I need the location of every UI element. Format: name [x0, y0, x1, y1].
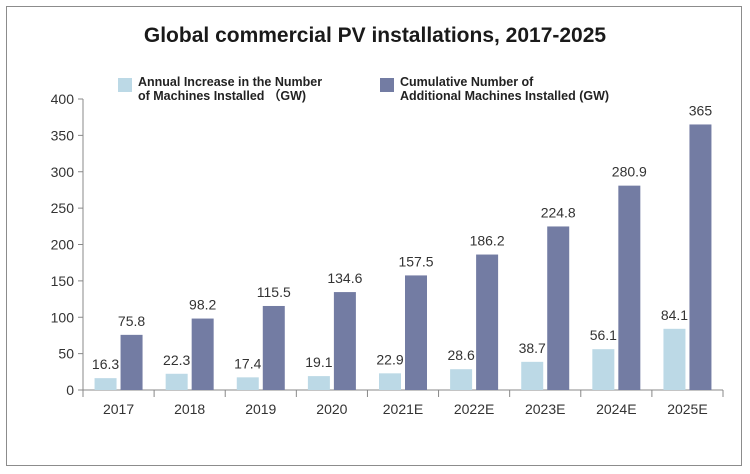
data-label-annual: 56.1: [590, 327, 617, 343]
data-label-annual: 22.9: [376, 351, 403, 367]
legend-swatch-cumulative: [380, 78, 394, 92]
data-label-cumulative: 186.2: [470, 233, 505, 249]
data-label-cumulative: 98.2: [189, 297, 216, 313]
bar-cumulative: [333, 292, 356, 390]
data-label-annual: 84.1: [661, 307, 688, 323]
x-tick-label: 2025E: [667, 401, 707, 417]
data-label-annual: 19.1: [305, 354, 332, 370]
y-tick-label: 350: [51, 127, 75, 143]
bar-cumulative: [405, 275, 427, 390]
bar-cumulative: [262, 305, 285, 390]
y-tick-label: 300: [51, 164, 75, 180]
bar-cumulative: [476, 254, 499, 390]
x-tick-label: 2017: [103, 401, 134, 417]
y-tick-label: 250: [51, 200, 75, 216]
x-tick-label: 2022E: [454, 401, 494, 417]
data-label-cumulative: 134.6: [327, 270, 362, 286]
bar-annual: [663, 328, 686, 390]
bar-cumulative: [120, 334, 143, 390]
data-label-cumulative: 75.8: [118, 313, 145, 329]
y-tick-label: 100: [51, 309, 75, 325]
legend-item-cumulative: Cumulative Number of Additional Machines…: [380, 75, 609, 103]
bar-annual: [165, 373, 188, 390]
data-label-cumulative: 115.5: [257, 284, 291, 300]
data-label-annual: 22.3: [163, 352, 190, 368]
bar-annual: [236, 377, 259, 390]
bar-cumulative: [618, 185, 641, 390]
data-label-cumulative: 280.9: [612, 164, 647, 180]
legend-label-cumulative: Cumulative Number of Additional Machines…: [400, 75, 610, 103]
data-label-cumulative: 224.8: [541, 204, 576, 220]
x-tick-label: 2020: [316, 401, 347, 417]
chart-title: Global commercial PV installations, 2017…: [143, 24, 607, 47]
x-tick-label: 2024E: [596, 401, 636, 417]
bar-cumulative: [547, 226, 570, 390]
bar-annual: [592, 349, 615, 390]
y-tick-label: 50: [58, 346, 74, 362]
y-tick-label: 0: [66, 382, 74, 398]
x-tick-label: 2018: [174, 401, 205, 417]
bar-annual: [521, 361, 544, 390]
data-label-annual: 38.7: [519, 340, 546, 356]
bar-annual: [379, 373, 401, 390]
x-tick-label: 2021E: [383, 401, 423, 417]
bar-cumulative: [191, 318, 214, 390]
y-tick-label: 200: [51, 237, 75, 253]
legend-swatch-annual: [118, 78, 132, 92]
bar-annual: [307, 376, 330, 390]
data-label-annual: 17.4: [234, 355, 261, 371]
x-tick-label: 2019: [245, 401, 276, 417]
bar-annual: [94, 378, 117, 390]
legend-label-annual: Annual Increase in the Number of Machine…: [138, 75, 323, 103]
y-tick-label: 400: [51, 91, 75, 107]
bar-annual: [450, 369, 473, 390]
legend-item-annual: Annual Increase in the Number of Machine…: [118, 75, 322, 103]
data-label-cumulative: 365: [689, 102, 713, 118]
data-label-annual: 28.6: [447, 347, 474, 363]
y-tick-label: 150: [51, 273, 75, 289]
x-tick-label: 2023E: [525, 401, 565, 417]
data-label-annual: 16.3: [92, 356, 119, 372]
data-label-cumulative: 157.5: [398, 253, 433, 269]
bar-cumulative: [689, 124, 712, 391]
